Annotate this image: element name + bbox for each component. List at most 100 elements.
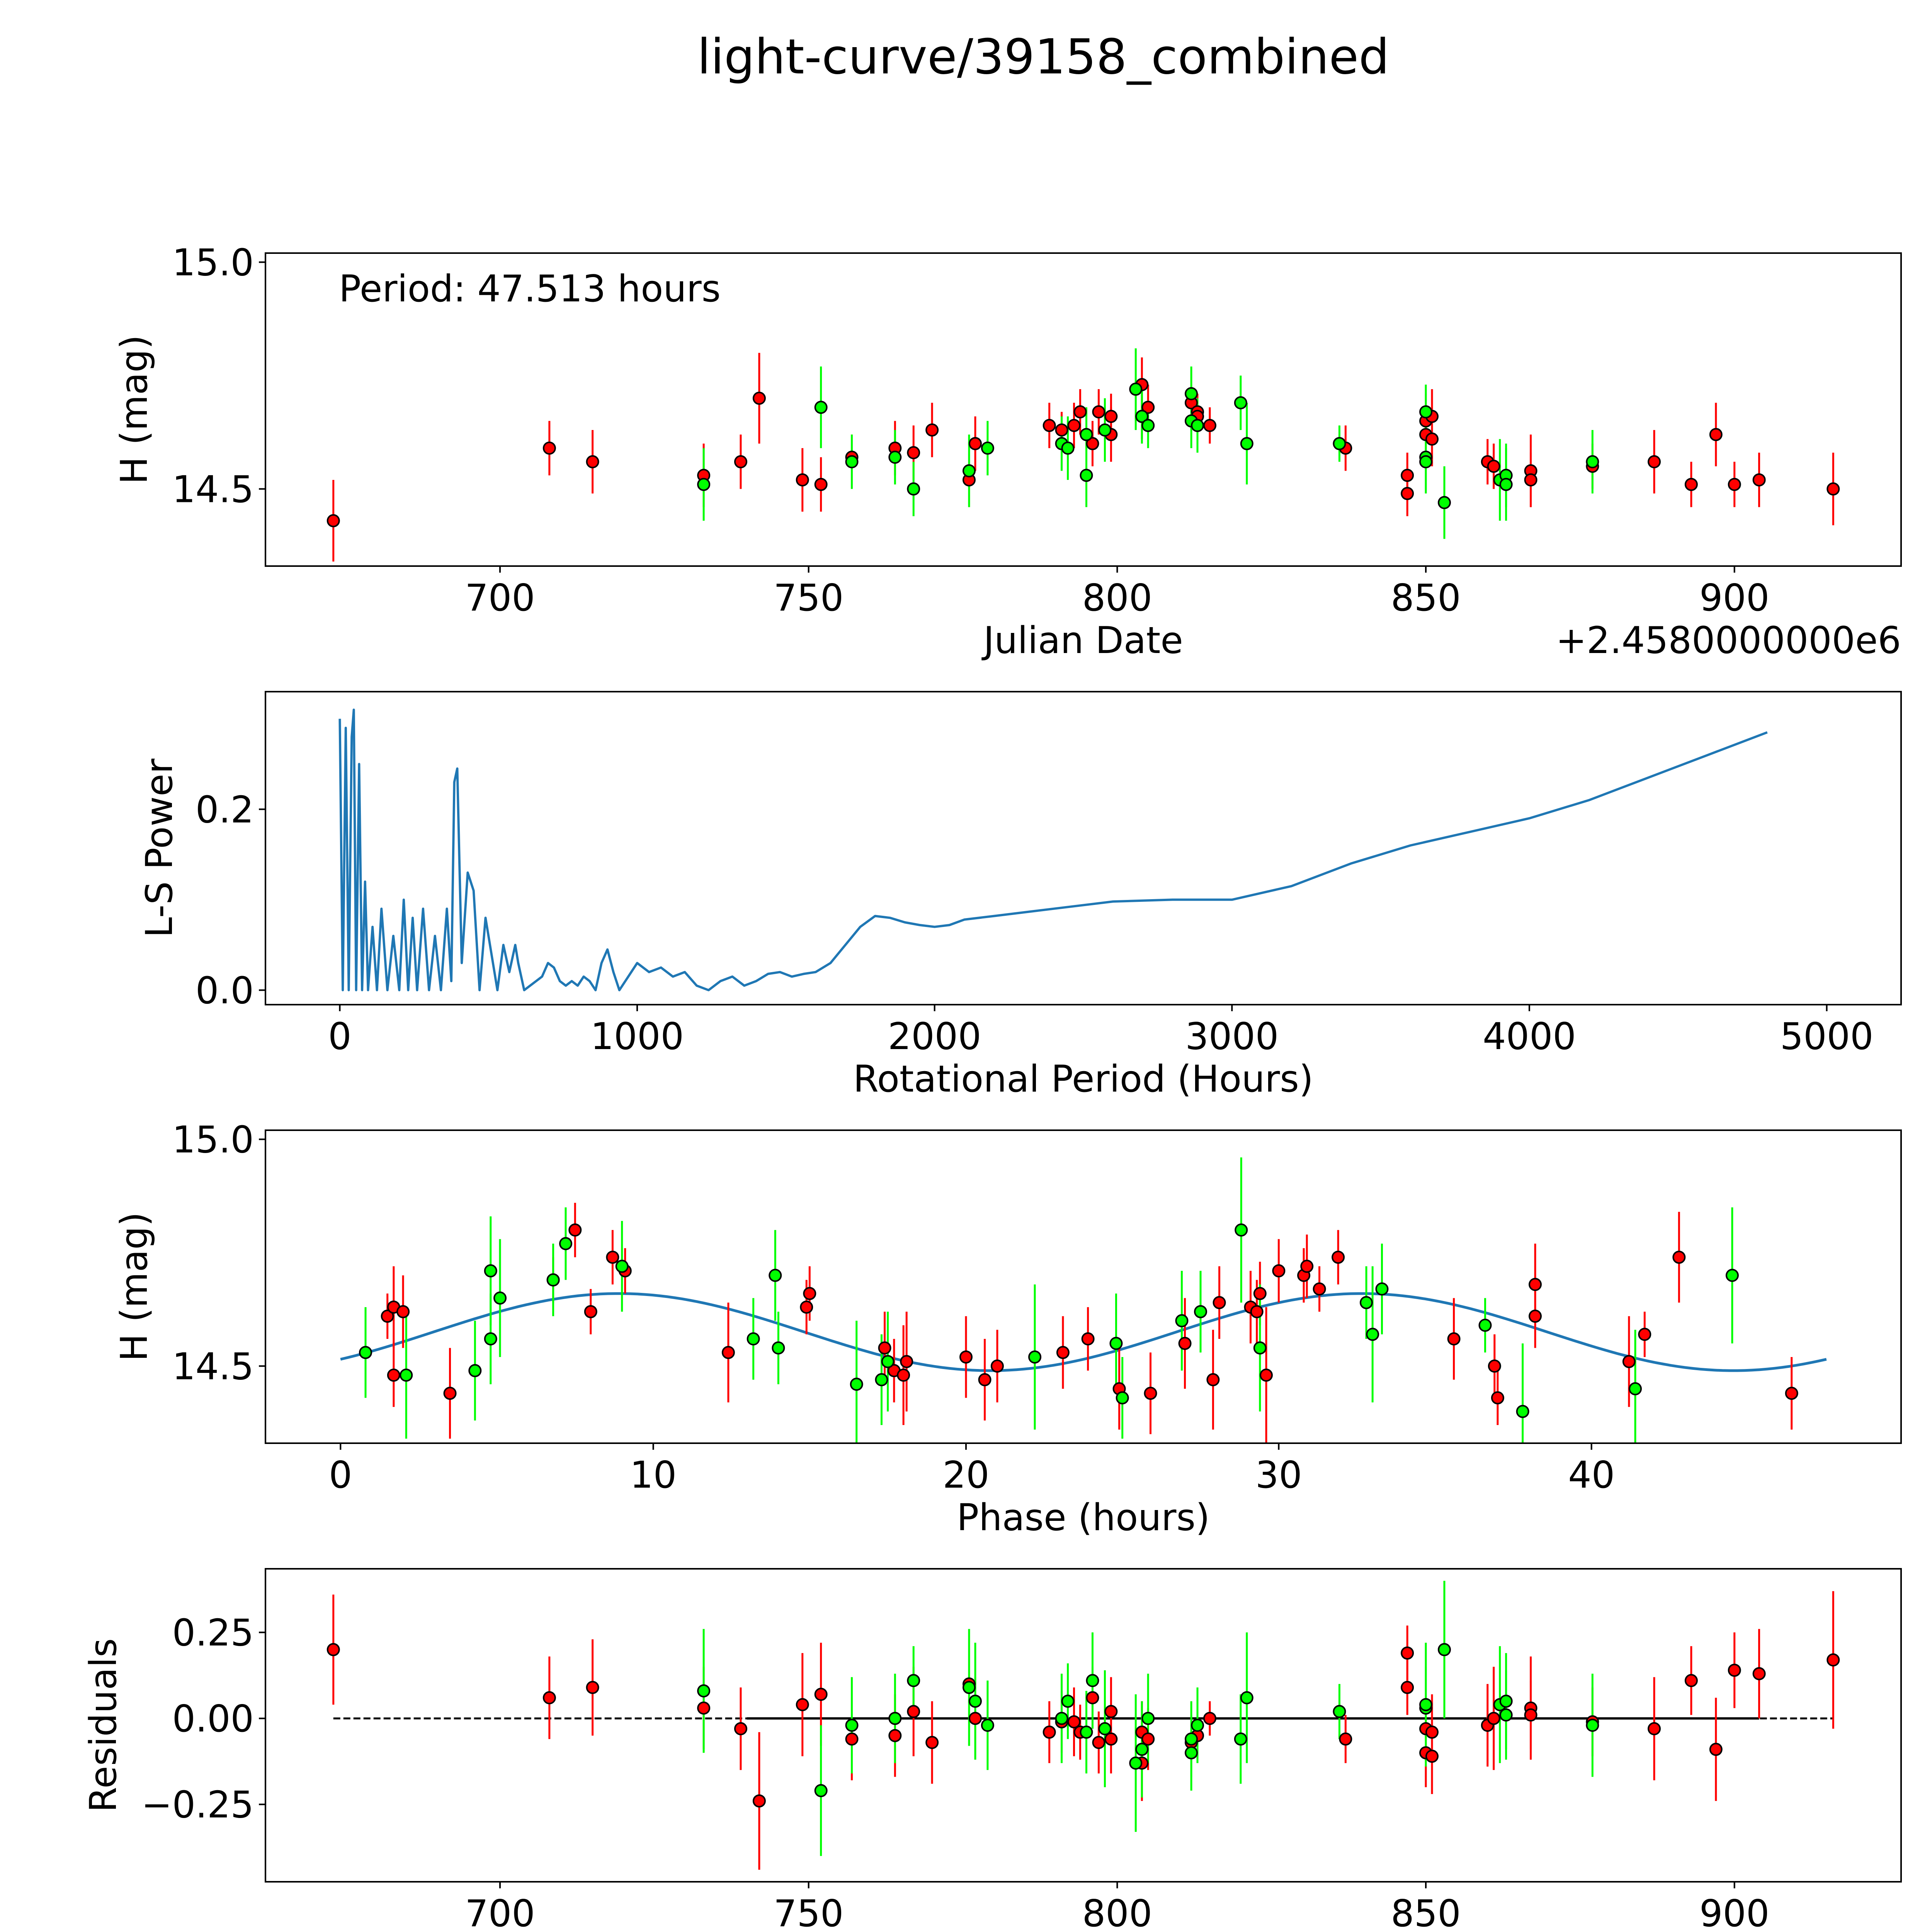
data-point-red <box>888 1729 902 1742</box>
x-tick-label: 5000 <box>1780 1015 1874 1058</box>
data-point-red <box>968 1712 982 1725</box>
data-point-red <box>443 1386 457 1400</box>
data-point-green <box>962 464 976 478</box>
x-tick-label: 1000 <box>590 1015 684 1058</box>
data-point-green <box>1240 437 1253 451</box>
x-offset-label: +2.4580000000e6 <box>1556 619 1901 662</box>
x-tick-label: 700 <box>465 577 535 619</box>
y-tick-label: 14.5 <box>172 468 254 511</box>
y-tick-label: 0.00 <box>172 1698 254 1740</box>
plot-area <box>327 348 1840 562</box>
data-point-red <box>1529 1310 1542 1323</box>
x-tick-label: 20 <box>943 1454 990 1497</box>
data-point-green <box>1135 1743 1149 1756</box>
data-point-red <box>1684 1674 1698 1687</box>
figure-title: light-curve/39158_combined <box>697 29 1389 85</box>
data-point-red <box>327 1643 340 1656</box>
data-point-green <box>1129 1756 1143 1770</box>
data-point-red <box>734 1722 747 1735</box>
data-point-red <box>1086 1691 1099 1704</box>
data-point-red <box>907 446 920 459</box>
y-tick-label: 0.0 <box>196 970 254 1012</box>
data-point-red <box>1487 459 1500 473</box>
data-point-green <box>697 478 711 491</box>
data-point-green <box>1333 437 1346 451</box>
x-axis-label: Phase (hours) <box>957 1497 1210 1539</box>
data-point-green <box>1478 1318 1492 1332</box>
axes-frame <box>265 691 1902 1005</box>
data-point-green <box>1629 1382 1642 1396</box>
data-point-red <box>1752 473 1766 486</box>
data-point-green <box>1061 1694 1075 1708</box>
data-point-green <box>1098 1722 1112 1735</box>
data-point-green <box>1185 1732 1198 1746</box>
x-tick-label: 4000 <box>1483 1015 1576 1058</box>
data-point-green <box>1253 1341 1267 1355</box>
data-point-green <box>1375 1282 1389 1296</box>
data-point-red <box>1104 410 1118 423</box>
data-point-green <box>1235 1223 1248 1237</box>
data-point-red <box>1086 437 1099 451</box>
data-point-green <box>1419 455 1433 468</box>
data-point-red <box>586 455 599 468</box>
x-tick-label: 850 <box>1391 577 1461 619</box>
y-tick-label: 15.0 <box>172 1119 254 1161</box>
data-point-red <box>1425 1750 1439 1763</box>
data-point-green <box>1437 496 1451 509</box>
data-point-red <box>1488 1359 1501 1373</box>
plot-area <box>327 1581 1840 1870</box>
data-point-green <box>1191 419 1204 432</box>
panel-phased: 0 10 20 30 40 14.5 15.0 Phase (hours) H (mag) <box>113 1119 1902 1539</box>
data-point-green <box>697 1684 711 1697</box>
data-point-red <box>1104 1732 1118 1746</box>
data-point-green <box>493 1291 507 1305</box>
data-point-red <box>1332 1250 1345 1264</box>
data-point-green <box>981 441 994 455</box>
data-point-red <box>1092 405 1105 418</box>
data-point-red <box>1728 478 1741 491</box>
data-point-green <box>907 482 920 496</box>
x-axis-label: Rotational Period (Hours) <box>853 1058 1313 1100</box>
data-point-red <box>907 1705 920 1718</box>
data-point-red <box>814 478 828 491</box>
data-point-green <box>1061 441 1075 455</box>
x-tick-label: 2000 <box>888 1015 981 1058</box>
panel-periodogram: 0 1000 2000 3000 4000 5000 0.0 0.2 Rotational Pe… <box>138 691 1902 1100</box>
data-point-green <box>559 1237 572 1250</box>
data-point-red <box>1648 1722 1661 1735</box>
data-point-green <box>1028 1350 1042 1364</box>
data-point-green <box>359 1346 372 1359</box>
data-point-green <box>814 401 828 414</box>
data-point-green <box>1175 1314 1189 1328</box>
data-point-red <box>897 1368 910 1382</box>
x-tick-label: 800 <box>1082 1893 1152 1932</box>
data-point-red <box>1827 1653 1840 1667</box>
data-point-green <box>814 1784 828 1798</box>
data-point-green <box>1499 1694 1513 1708</box>
data-point-green <box>1185 387 1198 400</box>
data-point-red <box>697 1701 711 1715</box>
data-point-green <box>1499 478 1513 491</box>
axes-frame <box>265 1568 1902 1883</box>
data-point-red <box>1339 1732 1352 1746</box>
data-point-red <box>978 1373 992 1386</box>
data-point-green <box>1086 1674 1099 1687</box>
data-point-green <box>546 1273 560 1287</box>
data-point-red <box>1272 1264 1286 1277</box>
data-point-red <box>1401 469 1414 482</box>
data-point-green <box>615 1260 629 1273</box>
data-point-green <box>1135 410 1149 423</box>
y-tick-label: 0.2 <box>196 789 254 831</box>
data-point-red <box>1141 401 1155 414</box>
data-point-green <box>1240 1691 1253 1704</box>
data-point-red <box>543 1691 556 1704</box>
data-point-green <box>845 1719 859 1732</box>
data-point-green <box>1080 1725 1093 1739</box>
data-point-red <box>1638 1328 1651 1341</box>
data-point-red <box>959 1350 973 1364</box>
x-tick-label: 30 <box>1255 1454 1302 1497</box>
data-point-green <box>1419 405 1433 418</box>
data-point-green <box>850 1378 863 1391</box>
data-point-red <box>1300 1260 1314 1273</box>
data-point-red <box>1491 1391 1504 1405</box>
